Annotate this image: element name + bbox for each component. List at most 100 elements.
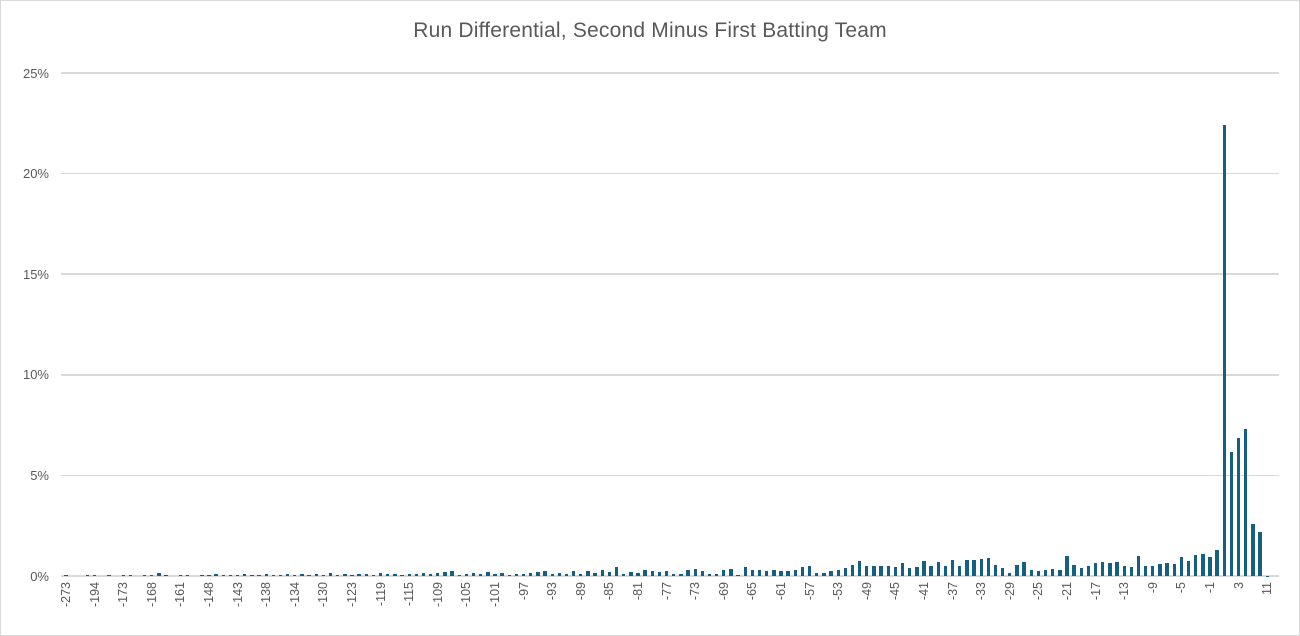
x-tick-label: -161: [173, 582, 188, 608]
bar: [328, 573, 333, 576]
bar: [722, 569, 726, 576]
bar: [1251, 523, 1255, 576]
x-tick-label: -5: [1174, 582, 1189, 594]
x-tick-label: -105: [459, 582, 474, 608]
bar: [486, 571, 490, 576]
bar: [836, 569, 840, 576]
bar: [1194, 554, 1198, 576]
bar: [958, 565, 962, 576]
y-tick-label: 25%: [22, 65, 49, 81]
bar: [872, 565, 876, 576]
bar: [657, 571, 662, 576]
x-tick-label: -57: [802, 582, 817, 601]
bar: [228, 574, 233, 576]
bar: [950, 559, 955, 576]
bar: [1093, 562, 1098, 576]
bar: [893, 566, 898, 576]
x-tick-label: -29: [1002, 582, 1017, 601]
bar: [600, 569, 604, 576]
x-tick-label: -89: [573, 582, 588, 601]
bar: [150, 575, 154, 576]
bar: [579, 573, 583, 576]
bar: [857, 560, 862, 576]
x-tick-label: 3: [1231, 582, 1246, 589]
bar: [1122, 565, 1126, 576]
bar: [786, 570, 790, 576]
x-tick-label: -143: [230, 582, 245, 608]
x-tick-label: -65: [745, 582, 760, 601]
bar: [214, 574, 218, 576]
x-tick-label: -123: [345, 582, 359, 608]
bar: [1186, 560, 1191, 576]
y-gridline: [61, 374, 1279, 376]
bar: [1029, 569, 1033, 576]
x-tick-label: -97: [516, 582, 531, 601]
bar: [986, 557, 991, 576]
chart-title: Run Differential, Second Minus First Bat…: [413, 19, 887, 42]
bar: [264, 573, 268, 576]
bar: [614, 566, 619, 576]
bar: [1072, 564, 1076, 576]
bar: [207, 574, 211, 576]
x-tick-label: -194: [87, 582, 102, 608]
bar: [257, 575, 261, 576]
bar: [157, 573, 161, 576]
x-tick-label: -17: [1088, 582, 1103, 601]
x-tick-label: -119: [373, 582, 388, 607]
y-tick-label: 20%: [22, 166, 49, 182]
bar: [350, 574, 354, 576]
bar: [314, 574, 318, 576]
bar: [586, 570, 590, 576]
bar: [1165, 562, 1169, 576]
bar: [407, 573, 411, 576]
bar: [336, 574, 340, 576]
bar: [1215, 549, 1219, 576]
bar: [943, 565, 948, 576]
bar: [1086, 565, 1091, 576]
bar: [686, 569, 690, 576]
bar: [886, 565, 890, 576]
x-tick-label: -61: [774, 582, 788, 601]
bar: [1015, 564, 1019, 576]
bar: [185, 575, 190, 576]
bar: [200, 574, 204, 576]
x-tick-label: -77: [659, 582, 674, 601]
bar: [972, 559, 976, 576]
bar: [1043, 569, 1048, 576]
x-tick-label: -138: [259, 582, 274, 608]
bar: [457, 574, 461, 576]
y-gridline: [61, 474, 1279, 477]
bar: [428, 573, 433, 576]
y-tick-label: 15%: [22, 266, 49, 282]
bar: [386, 574, 390, 576]
bar: [1036, 570, 1041, 576]
bar: [1008, 572, 1012, 576]
bar: [1079, 567, 1083, 576]
x-tick-label: -73: [688, 582, 703, 601]
bar: [1151, 565, 1155, 576]
bar: [664, 570, 669, 576]
x-tick-label: -109: [430, 582, 445, 608]
bar: [493, 573, 497, 576]
x-tick-label: -273: [59, 582, 73, 608]
bar: [915, 566, 919, 576]
bar: [829, 570, 833, 576]
bar: [536, 571, 540, 576]
bar: [271, 574, 276, 576]
bar: [693, 568, 697, 576]
bar: [543, 570, 547, 576]
bar: [879, 565, 883, 576]
x-tick-label: -101: [488, 582, 502, 608]
bar: [471, 572, 476, 576]
bar: [1143, 565, 1148, 576]
bar: [729, 568, 733, 576]
bar: [936, 561, 940, 576]
bar: [357, 573, 361, 576]
x-axis-line: [61, 575, 1279, 577]
bar: [571, 570, 576, 576]
bar: [521, 574, 526, 576]
x-tick-label: -9: [1145, 582, 1160, 594]
bar: [378, 573, 383, 576]
bar: [1108, 562, 1112, 576]
